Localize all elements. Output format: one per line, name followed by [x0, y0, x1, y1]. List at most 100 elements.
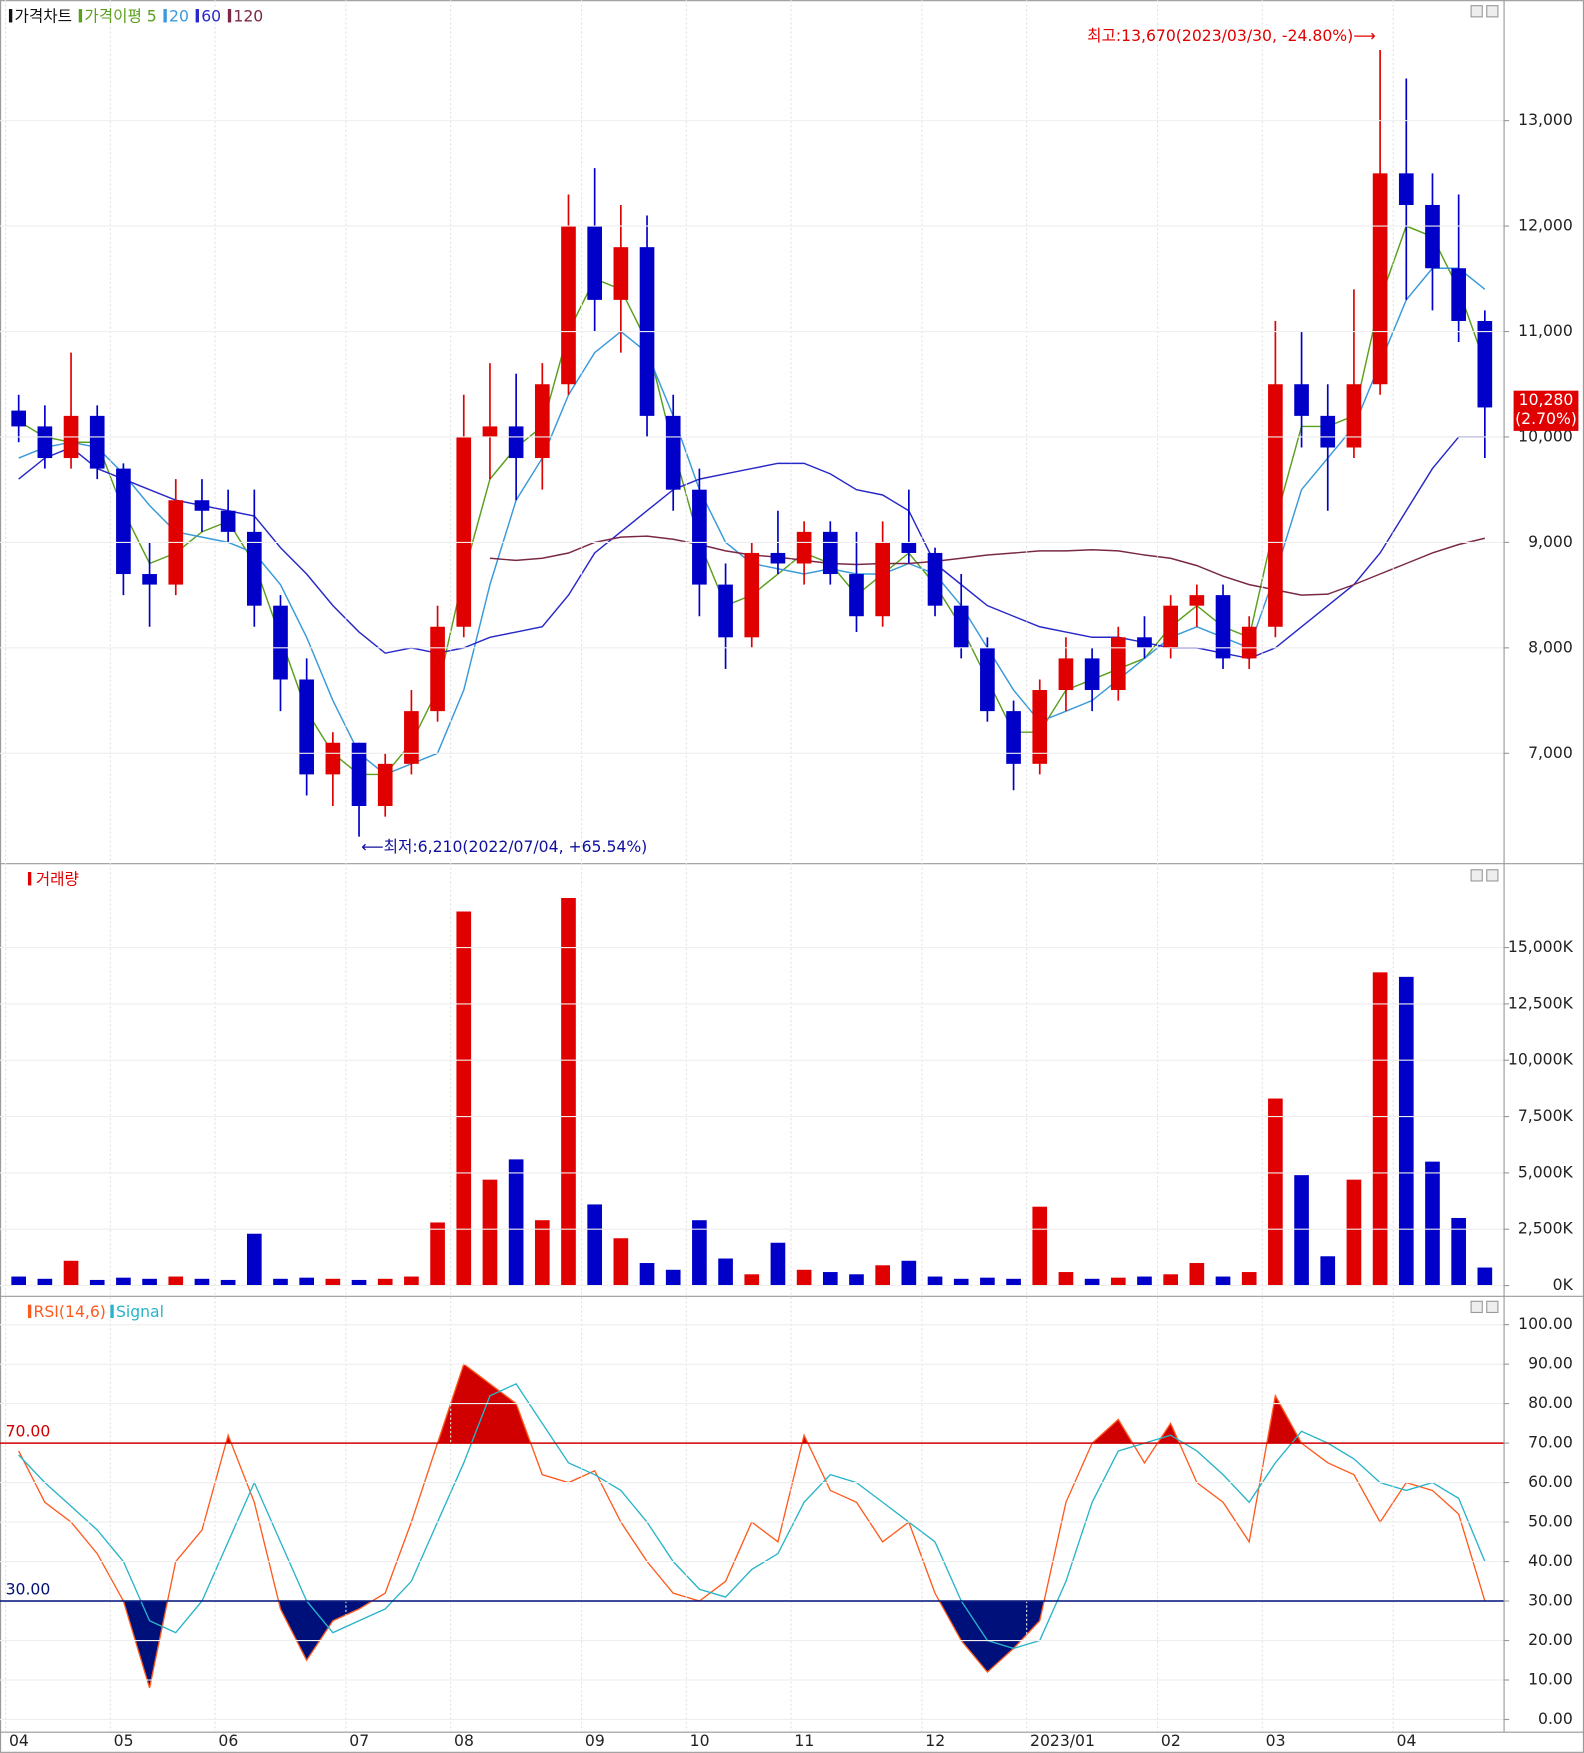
change-label: (2.70%): [1515, 409, 1577, 428]
volume-bar: [325, 1278, 341, 1286]
y-tick-label: 13,000: [1518, 110, 1573, 129]
candle-body: [1137, 637, 1152, 648]
candle-body: [665, 415, 681, 490]
candle-body: [1425, 204, 1440, 269]
legend-swatch: [27, 872, 32, 886]
volume-bar: [796, 1269, 812, 1286]
x-tick-label: 12: [925, 1731, 945, 1750]
y-tick-label: 5,000K: [1518, 1162, 1574, 1181]
legend-swatch: [227, 9, 232, 23]
y-tick-label: 20.00: [1528, 1630, 1573, 1649]
volume-bar: [1084, 1278, 1100, 1286]
volume-bar: [744, 1274, 760, 1286]
candle-body: [37, 426, 53, 459]
y-tick-label: 10.00: [1528, 1670, 1573, 1689]
x-tick-label: 04: [1397, 1731, 1417, 1750]
volume-bar: [875, 1265, 890, 1286]
x-tick-label: 05: [114, 1731, 134, 1750]
volume-bar: [116, 1277, 131, 1286]
minimize-button[interactable]: [1470, 5, 1483, 18]
candle-body: [692, 489, 707, 585]
volume-bar: [1346, 1179, 1362, 1286]
volume-plot: [11, 897, 1493, 1286]
candle-body: [325, 742, 341, 775]
y-tick-label: 0.00: [1538, 1709, 1573, 1728]
high-annotation: 최고:13,670(2023/03/30, -24.80%)⟶: [1087, 26, 1376, 45]
legend-swatch: [195, 9, 199, 23]
volume-bar: [37, 1278, 53, 1286]
legend-swatch: [27, 1304, 32, 1319]
y-tick-label: 30.00: [1528, 1591, 1573, 1610]
window-buttons: [1470, 5, 1499, 1314]
legend-label: RSI(14,6): [34, 1302, 106, 1321]
volume-bar: [1163, 1274, 1178, 1286]
minimize-button[interactable]: [1470, 869, 1483, 882]
candle-body: [1346, 384, 1362, 448]
close-button[interactable]: [1486, 1300, 1499, 1314]
x-tick-label: 02: [1161, 1731, 1181, 1750]
volume-bar: [351, 1279, 367, 1286]
x-tick-label: 06: [218, 1731, 238, 1750]
volume-bar: [534, 1220, 550, 1286]
candle-body: [927, 552, 943, 606]
candle-body: [1084, 658, 1100, 691]
y-tick-label: 2,500K: [1518, 1219, 1574, 1238]
y-tick-label: 15,000K: [1508, 937, 1574, 956]
candle-body: [351, 742, 367, 807]
volume-bar: [194, 1278, 210, 1286]
candle-body: [1320, 415, 1336, 448]
legend-label: 20: [169, 6, 189, 25]
candle-body: [1110, 637, 1126, 691]
legend-label: 60: [201, 6, 221, 25]
volume-bar: [953, 1278, 969, 1286]
minimize-button[interactable]: [1470, 1300, 1483, 1314]
candle-body: [770, 552, 786, 564]
volume-bar: [1215, 1276, 1231, 1286]
candle-body: [1451, 268, 1466, 321]
candle-body: [1398, 173, 1414, 205]
candle-body: [1032, 690, 1048, 764]
close-button[interactable]: [1486, 869, 1499, 882]
candle-body: [404, 711, 419, 764]
candle-body: [11, 410, 27, 427]
y-tick-label: 7,500K: [1518, 1106, 1574, 1125]
candle-body: [822, 531, 838, 575]
candle-body: [561, 226, 576, 385]
close-button[interactable]: [1486, 5, 1499, 18]
volume-bar: [1032, 1206, 1048, 1286]
last-price-label: 10,280: [1519, 390, 1574, 409]
candle-body: [613, 247, 629, 300]
legend-swatch: [78, 9, 83, 23]
volume-bar: [1451, 1217, 1466, 1286]
candle-body: [1006, 711, 1021, 764]
volume-bar: [927, 1276, 943, 1286]
candle-body: [1477, 320, 1493, 408]
y-tick-label: 11,000: [1518, 321, 1573, 340]
volume-bar: [822, 1272, 838, 1286]
candle-body: [796, 531, 812, 564]
volume-bar: [849, 1274, 864, 1286]
candle-body: [89, 415, 105, 469]
candle-body: [849, 574, 864, 617]
volume-bar: [1294, 1175, 1309, 1286]
rsi-line: [18, 1383, 1486, 1650]
y-tick-label: 10,000: [1518, 426, 1573, 445]
volume-bar: [246, 1233, 262, 1286]
y-tick-label: 7,000: [1528, 743, 1573, 762]
moving-average-line: [18, 436, 1485, 660]
volume-bar: [587, 1204, 602, 1286]
volume-bar: [1241, 1272, 1257, 1286]
y-tick-label: 10,000K: [1508, 1050, 1574, 1069]
candle-body: [1215, 595, 1231, 659]
panel-title: 거래량: [36, 869, 79, 888]
volume-bar: [770, 1242, 786, 1286]
volume-bar: [1006, 1278, 1021, 1286]
volume-bar: [1268, 1098, 1283, 1286]
upper-band-label: 70.00: [6, 1421, 51, 1440]
volume-bar: [665, 1269, 681, 1286]
volume-bar: [404, 1276, 419, 1286]
candle-body: [508, 426, 524, 459]
candle-body: [1163, 605, 1178, 648]
candle-body: [1241, 626, 1257, 659]
